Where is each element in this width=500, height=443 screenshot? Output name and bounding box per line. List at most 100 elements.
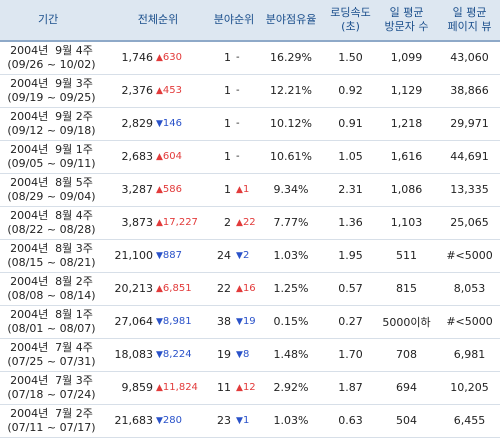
field-rank: 24 <box>217 249 232 262</box>
loading-speed: 0.92 <box>338 84 363 97</box>
field-rank: 1 <box>224 150 232 163</box>
rank-change-value: 11,824 <box>162 382 198 393</box>
period-cell: 2004년 9월 3주 (09/19 ~ 09/25) <box>0 74 103 107</box>
daily-pageviews: 8,053 <box>453 282 486 295</box>
field-rank: 11 <box>217 381 232 394</box>
table-row: 2004년 8월 3주 (08/15 ~ 08/21) 21,100 ▼887 24 ▼2… <box>0 239 500 272</box>
period-range: (09/26 ~ 10/02) <box>7 57 96 71</box>
header-daily-pageviews: 일 평균 페이지 뷰 <box>439 0 500 42</box>
daily-visitors: 1,616 <box>390 150 423 163</box>
rank-change-arrow-icon: ▼ <box>156 416 163 426</box>
header-field-rank: 분야순위 <box>213 0 256 42</box>
period-cell: 2004년 8월 3주 (08/15 ~ 08/21) <box>0 239 103 272</box>
period-range: (09/12 ~ 09/18) <box>7 123 96 137</box>
loading-speed: 1.70 <box>338 348 363 361</box>
field-share: 9.34% <box>273 183 309 196</box>
rank-change-arrow-icon: ▲ <box>156 218 163 228</box>
table-row: 2004년 9월 3주 (09/19 ~ 09/25) 2,376 ▲453 1- 12.… <box>0 74 500 107</box>
daily-pageviews: 44,691 <box>450 150 489 163</box>
overall-rank: 2,376 <box>121 84 154 97</box>
field-change-value: 1 <box>242 415 250 426</box>
field-share: 10.61% <box>270 150 312 163</box>
overall-rank-change: ▼146 <box>155 107 213 140</box>
period-week: 2004년 9월 4주 <box>10 43 93 57</box>
overall-rank: 18,083 <box>114 348 154 361</box>
rank-change-value: 8,981 <box>162 316 192 327</box>
field-rank: 22 <box>217 282 232 295</box>
field-share: 10.12% <box>270 117 312 130</box>
daily-pageviews: 6,455 <box>453 414 486 427</box>
table-row: 2004년 8월 4주 (08/22 ~ 08/28) 3,873 ▲17,227 2 ▲… <box>0 206 500 239</box>
table-row: 2004년 7월 3주 (07/18 ~ 07/24) 9,859 ▲11,824 11… <box>0 371 500 404</box>
period-range: (09/19 ~ 09/25) <box>7 90 96 104</box>
table-row: 2004년 7월 4주 (07/25 ~ 07/31) 18,083 ▼8,224 19… <box>0 338 500 371</box>
overall-rank: 21,100 <box>114 249 154 262</box>
daily-visitors: 1,218 <box>390 117 423 130</box>
field-rank: 38 <box>217 315 232 328</box>
period-range: (09/05 ~ 09/11) <box>7 156 96 170</box>
field-change-arrow-icon: ▲ <box>236 383 243 393</box>
field-change-arrow-icon: ▼ <box>236 251 243 261</box>
rank-change-value: 17,227 <box>162 217 198 228</box>
field-change-arrow-icon: ▼ <box>236 416 243 426</box>
field-change-value: 16 <box>242 283 256 294</box>
table-row: 2004년 8월 2주 (08/08 ~ 08/14) 20,213 ▲6,851 22… <box>0 272 500 305</box>
rank-change-arrow-icon: ▲ <box>156 185 163 195</box>
daily-visitors: 1,086 <box>390 183 423 196</box>
period-range: (08/29 ~ 09/04) <box>7 189 96 203</box>
field-rank-change: - <box>233 107 255 140</box>
rank-change-arrow-icon: ▲ <box>156 53 163 64</box>
overall-rank-change: ▼887 <box>155 239 213 272</box>
loading-speed: 0.57 <box>338 282 363 295</box>
table-row: 2004년 9월 2주 (09/12 ~ 09/18) 2,829 ▼146 1- 10.… <box>0 107 500 140</box>
loading-speed: 1.05 <box>338 150 363 163</box>
field-rank-change: - <box>233 41 255 74</box>
loading-speed: 1.36 <box>338 216 363 229</box>
period-week: 2004년 7월 2주 <box>10 406 93 420</box>
period-cell: 2004년 8월 5주 (08/29 ~ 09/04) <box>0 173 103 206</box>
field-rank-change: ▲22 <box>233 206 255 239</box>
field-change-value: - <box>236 151 240 162</box>
period-range: (08/15 ~ 08/21) <box>7 255 96 269</box>
field-share: 7.77% <box>273 216 309 229</box>
loading-speed: 1.87 <box>338 381 363 394</box>
period-range: (08/08 ~ 08/14) <box>7 288 96 302</box>
period-cell: 2004년 9월 2주 (09/12 ~ 09/18) <box>0 107 103 140</box>
table-row: 2004년 9월 4주 (09/26 ~ 10/02) 1,746 ▲630 1- 16.… <box>0 41 500 74</box>
field-change-value: - <box>236 52 240 64</box>
field-share: 1.25% <box>273 282 309 295</box>
overall-rank-change: ▲604 <box>155 140 213 173</box>
header-loading-speed: 로딩속도 (초) <box>327 0 375 42</box>
rank-change-arrow-icon: ▼ <box>156 317 163 327</box>
overall-rank: 9,859 <box>121 381 154 394</box>
daily-pageviews: #<5000 <box>446 315 493 328</box>
header-period: 기간 <box>0 0 103 42</box>
header-overall-rank: 전체순위 <box>103 0 214 42</box>
field-rank-change: ▲16 <box>233 272 255 305</box>
field-rank-change: ▼1 <box>233 404 255 437</box>
field-change-arrow-icon: ▲ <box>236 284 243 294</box>
rank-change-value: 630 <box>162 52 183 64</box>
daily-visitors: 511 <box>396 249 418 262</box>
overall-rank-change: ▲630 <box>155 41 213 74</box>
overall-rank-change: ▼280 <box>155 404 213 437</box>
daily-pageviews: 10,205 <box>450 381 489 394</box>
rank-change-value: 887 <box>162 250 183 261</box>
daily-pageviews: 6,981 <box>453 348 486 361</box>
period-week: 2004년 8월 5주 <box>10 175 93 189</box>
overall-rank: 2,829 <box>121 117 154 130</box>
period-week: 2004년 8월 2주 <box>10 274 93 288</box>
loading-speed: 0.27 <box>338 315 363 328</box>
field-change-value: 1 <box>242 184 250 195</box>
rank-change-arrow-icon: ▼ <box>156 350 163 360</box>
field-rank: 1 <box>224 51 232 65</box>
overall-rank: 3,873 <box>121 216 154 229</box>
daily-pageviews: 43,060 <box>450 51 489 65</box>
daily-pageviews: 13,335 <box>450 183 489 196</box>
rank-change-value: 586 <box>162 184 183 195</box>
rank-change-arrow-icon: ▲ <box>156 284 163 294</box>
field-rank: 1 <box>224 84 232 97</box>
overall-rank-change: ▲11,824 <box>155 371 213 404</box>
period-week: 2004년 7월 4주 <box>10 340 93 354</box>
